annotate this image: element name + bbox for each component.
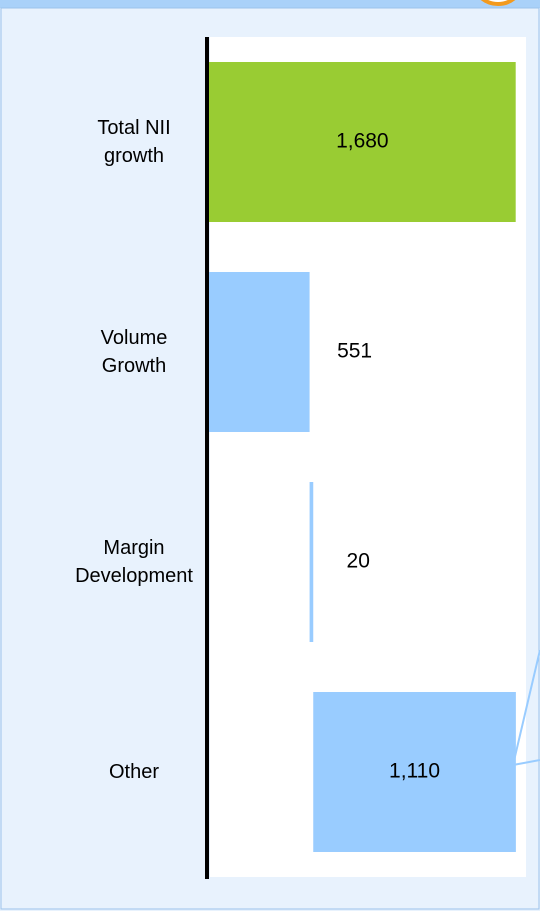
- callout-line: [512, 759, 540, 766]
- category-label: Other: [108, 761, 160, 783]
- badge: [480, 0, 516, 6]
- bar: [209, 62, 516, 222]
- data-label: 551: [337, 340, 372, 363]
- bar: [209, 272, 310, 432]
- frame: [0, 7, 540, 910]
- callout-line: [512, 649, 540, 766]
- data-label: 20: [347, 550, 370, 573]
- top-band: [0, 0, 540, 8]
- bar: [313, 692, 516, 852]
- bar: [309, 482, 314, 642]
- category-label: Volume Growth: [100, 327, 168, 377]
- data-label: 1,110: [389, 760, 440, 783]
- category-label: Total NII growth: [97, 117, 171, 167]
- data-label: 1,680: [336, 130, 389, 153]
- category-label: Margin Development: [75, 537, 193, 587]
